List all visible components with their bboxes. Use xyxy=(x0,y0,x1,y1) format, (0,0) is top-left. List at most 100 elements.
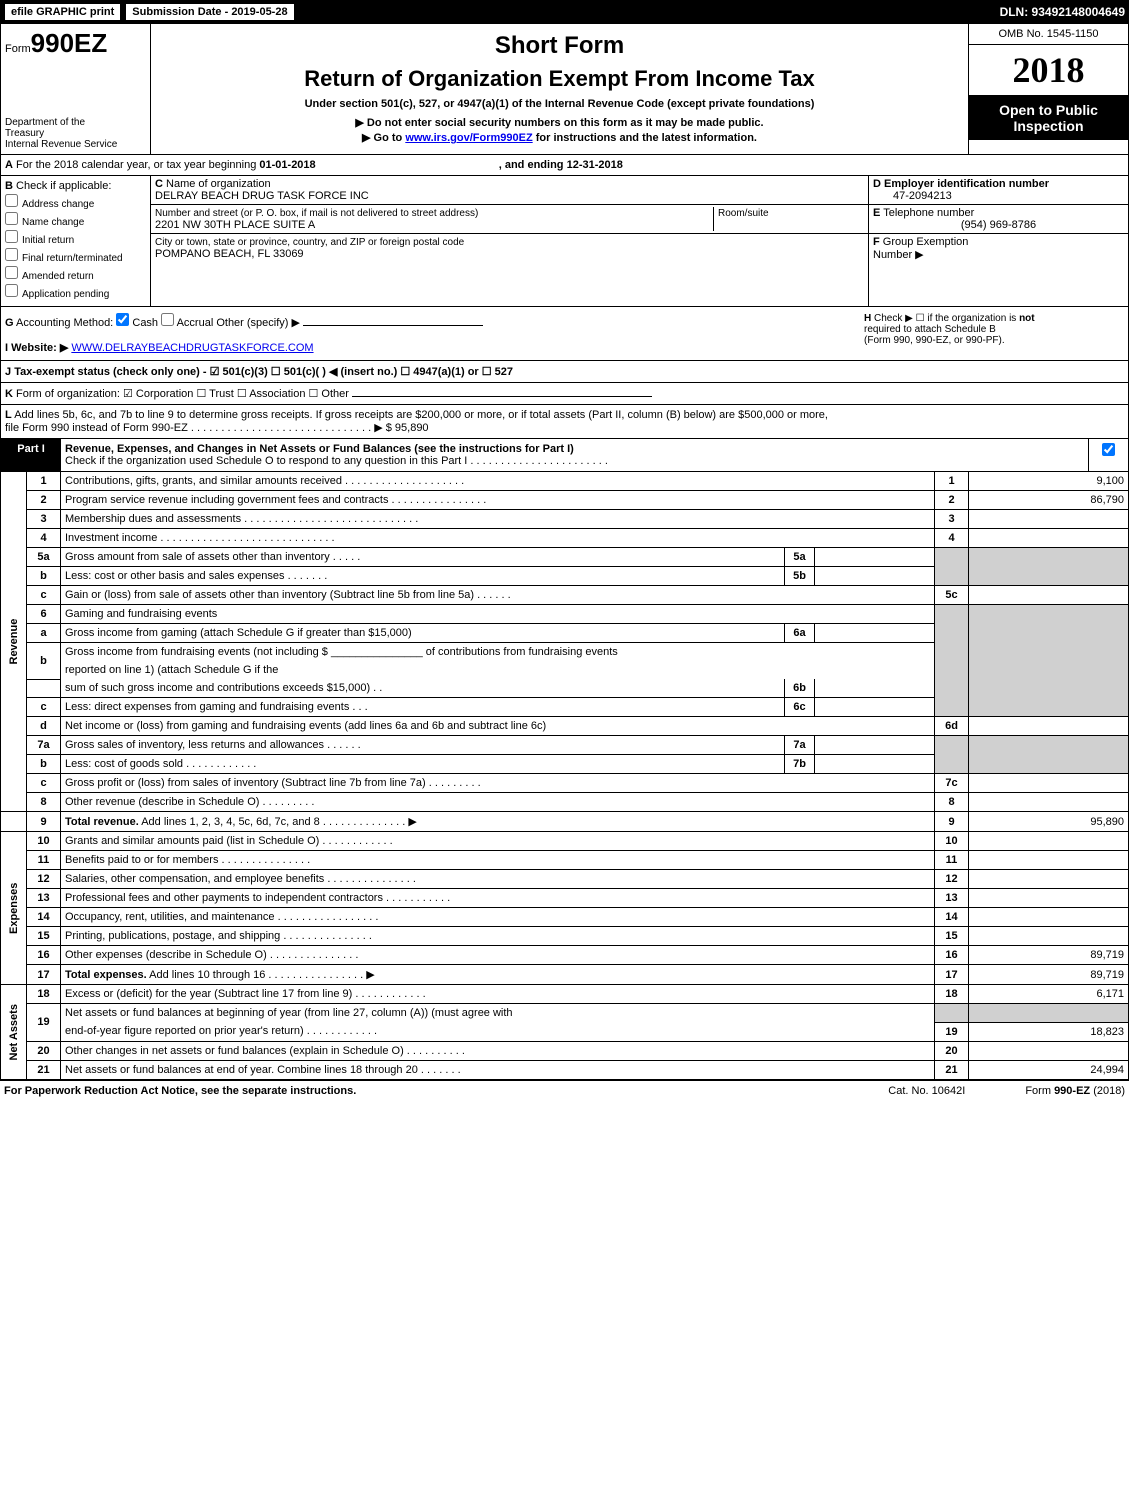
numcol-12: 12 xyxy=(935,870,969,889)
cb-amended-return[interactable]: Amended return xyxy=(5,266,146,282)
letter-H: H xyxy=(864,313,871,324)
cb-address-change[interactable]: Address change xyxy=(5,194,146,210)
room-suite-label: Room/suite xyxy=(718,208,769,219)
line-7b-desc: Less: cost of goods sold . . . . . . . .… xyxy=(61,755,785,774)
lineno-2: 2 xyxy=(27,491,61,510)
tax-year: 2018 xyxy=(969,45,1128,96)
line-17-val: 89,719 xyxy=(969,965,1129,985)
city-box: City or town, state or province, country… xyxy=(151,234,868,262)
subno-6c: 6c xyxy=(785,698,815,717)
lineno-7a: 7a xyxy=(27,736,61,755)
lineno-7c: c xyxy=(27,774,61,793)
numcol-1: 1 xyxy=(935,472,969,491)
line-17-desc: Total expenses. Add lines 10 through 16 … xyxy=(61,965,935,985)
efile-print-button[interactable]: efile GRAPHIC print xyxy=(4,3,121,21)
line-10-val xyxy=(969,832,1129,851)
lineno-13: 13 xyxy=(27,889,61,908)
line-8-val xyxy=(969,793,1129,812)
numcol-21: 21 xyxy=(935,1060,969,1079)
subno-6b: 6b xyxy=(785,679,815,698)
top-bar: efile GRAPHIC print Submission Date - 20… xyxy=(0,0,1129,24)
row-GH: G Accounting Method: Cash Accrual Other … xyxy=(0,307,1129,361)
lineno-8: 8 xyxy=(27,793,61,812)
part-1-label: Part I xyxy=(1,439,61,471)
line-5c-desc: Gain or (loss) from sale of assets other… xyxy=(61,586,935,605)
open-to-public: Open to Public Inspection xyxy=(969,96,1128,140)
numcol-15: 15 xyxy=(935,927,969,946)
lineno-15: 15 xyxy=(27,927,61,946)
main-title: Return of Organization Exempt From Incom… xyxy=(163,66,956,92)
letter-L: L xyxy=(5,409,12,421)
lineno-17: 17 xyxy=(27,965,61,985)
letter-D: D xyxy=(873,178,881,190)
cb-final-return[interactable]: Final return/terminated xyxy=(5,248,146,264)
numcol-8: 8 xyxy=(935,793,969,812)
line-11-val xyxy=(969,851,1129,870)
website-link[interactable]: WWW.DELRAYBEACHDRUGTASKFORCE.COM xyxy=(71,342,313,354)
numcol-5c: 5c xyxy=(935,586,969,605)
letter-B: B xyxy=(5,180,13,192)
lineno-18: 18 xyxy=(27,985,61,1004)
lineno-12: 12 xyxy=(27,870,61,889)
catalog-number: Cat. No. 10642I xyxy=(888,1085,965,1097)
submission-date-button[interactable]: Submission Date - 2019-05-28 xyxy=(125,3,294,21)
lineno-7b: b xyxy=(27,755,61,774)
lineno-6c: c xyxy=(27,698,61,717)
line-14-desc: Occupancy, rent, utilities, and maintena… xyxy=(61,908,935,927)
short-form-title: Short Form xyxy=(163,32,956,60)
lineno-11: 11 xyxy=(27,851,61,870)
numcol-3: 3 xyxy=(935,510,969,529)
instruction-2: ▶ Go to www.irs.gov/Form990EZ for instru… xyxy=(163,131,956,144)
ein-value: 47-2094213 xyxy=(873,190,952,202)
line-6c-desc: Less: direct expenses from gaming and fu… xyxy=(61,698,785,717)
line-16-val: 89,719 xyxy=(969,946,1129,965)
page-footer: For Paperwork Reduction Act Notice, see … xyxy=(0,1080,1129,1101)
subtitle: Under section 501(c), 527, or 4947(a)(1)… xyxy=(163,98,956,110)
form-footer-label: Form 990-EZ (2018) xyxy=(1025,1085,1125,1097)
revenue-side-label: Revenue xyxy=(1,472,27,812)
cb-name-change[interactable]: Name change xyxy=(5,212,146,228)
ein-tel-block: D Employer identification number 47-2094… xyxy=(868,176,1128,306)
lineno-6a: a xyxy=(27,624,61,643)
line-13-desc: Professional fees and other payments to … xyxy=(61,889,935,908)
lineno-14: 14 xyxy=(27,908,61,927)
cb-accrual[interactable]: Accrual xyxy=(161,317,213,329)
irs-link[interactable]: www.irs.gov/Form990EZ xyxy=(405,132,532,144)
paperwork-notice: For Paperwork Reduction Act Notice, see … xyxy=(4,1085,356,1097)
letter-J: J xyxy=(5,366,11,378)
numcol-20: 20 xyxy=(935,1041,969,1060)
line-14-val xyxy=(969,908,1129,927)
numcol-6d: 6d xyxy=(935,717,969,736)
line-3-desc: Membership dues and assessments . . . . … xyxy=(61,510,935,529)
cb-application-pending[interactable]: Application pending xyxy=(5,284,146,300)
entity-block: B Check if applicable: Address change Na… xyxy=(0,176,1129,307)
group-exemption-box: F Group Exemption Number ▶ xyxy=(869,234,1128,263)
line-6b-desc3: sum of such gross income and contributio… xyxy=(61,679,785,698)
subno-7b: 7b xyxy=(785,755,815,774)
line-J: J Tax-exempt status (check only one) - ☑… xyxy=(0,361,1129,383)
numcol-14: 14 xyxy=(935,908,969,927)
subno-5b: 5b xyxy=(785,567,815,586)
line-7c-desc: Gross profit or (loss) from sales of inv… xyxy=(61,774,935,793)
line-6d-val xyxy=(969,717,1129,736)
line-A: A For the 2018 calendar year, or tax yea… xyxy=(0,155,1129,176)
line-19a-desc: Net assets or fund balances at beginning… xyxy=(61,1004,935,1023)
line-4-val xyxy=(969,529,1129,548)
part-1-title: Revenue, Expenses, and Changes in Net As… xyxy=(61,439,1088,471)
cb-initial-return[interactable]: Initial return xyxy=(5,230,146,246)
line-20-val xyxy=(969,1041,1129,1060)
line-1-desc: Contributions, gifts, grants, and simila… xyxy=(61,472,935,491)
line-18-desc: Excess or (deficit) for the year (Subtra… xyxy=(61,985,935,1004)
numcol-10: 10 xyxy=(935,832,969,851)
cb-cash[interactable]: Cash xyxy=(116,317,158,329)
line-7c-val xyxy=(969,774,1129,793)
shaded-5 xyxy=(935,548,969,586)
lineno-19: 19 xyxy=(27,1004,61,1042)
lineno-9: 9 xyxy=(27,812,61,832)
telephone-box: E Telephone number (954) 969-8786 xyxy=(869,205,1128,234)
numcol-13: 13 xyxy=(935,889,969,908)
numcol-4: 4 xyxy=(935,529,969,548)
part-1-checkbox[interactable] xyxy=(1088,439,1128,471)
numcol-17: 17 xyxy=(935,965,969,985)
line-5c-val xyxy=(969,586,1129,605)
